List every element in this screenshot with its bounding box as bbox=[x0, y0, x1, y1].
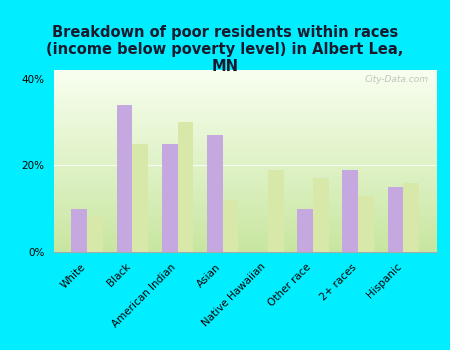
Bar bbox=[387, 187, 403, 252]
Bar bbox=[313, 178, 329, 252]
Bar bbox=[162, 144, 177, 252]
Bar bbox=[117, 105, 132, 252]
Bar bbox=[223, 200, 238, 252]
Bar bbox=[403, 183, 419, 252]
Bar bbox=[268, 170, 284, 252]
Bar bbox=[297, 209, 313, 252]
Bar bbox=[87, 217, 103, 252]
Bar bbox=[207, 135, 223, 252]
Bar bbox=[358, 196, 374, 252]
Bar bbox=[132, 144, 148, 252]
Text: Breakdown of poor residents within races
(income below poverty level) in Albert : Breakdown of poor residents within races… bbox=[46, 25, 404, 74]
Bar bbox=[177, 122, 194, 252]
Bar bbox=[342, 170, 358, 252]
Bar bbox=[72, 209, 87, 252]
Text: City-Data.com: City-Data.com bbox=[365, 76, 429, 84]
